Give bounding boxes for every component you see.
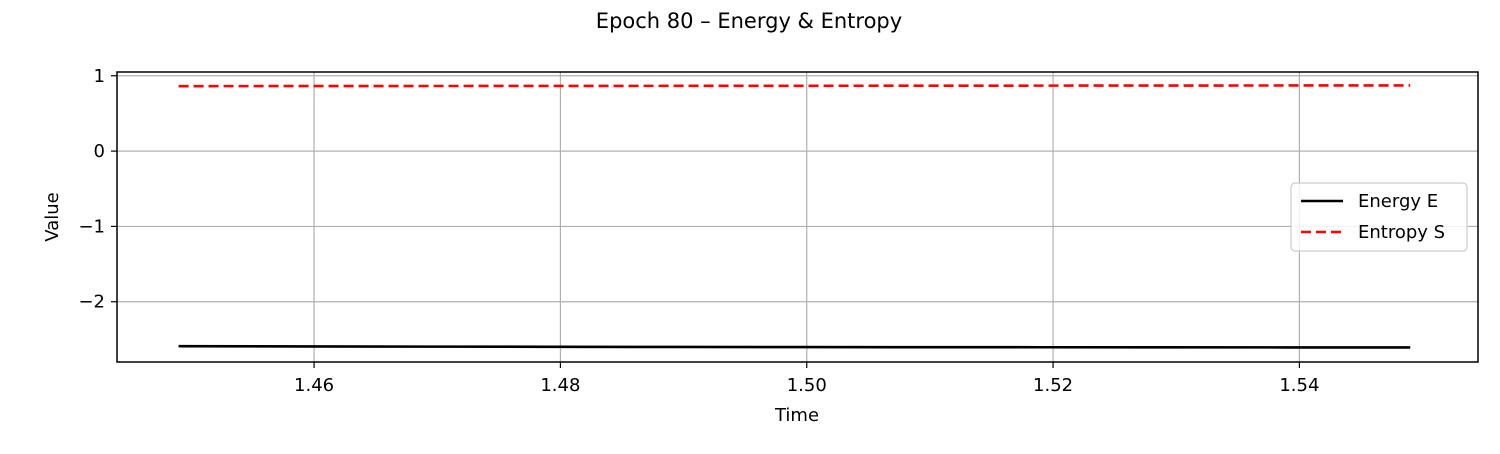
y-tick-label: 0 [94, 141, 105, 162]
x-tick-label: 1.46 [294, 375, 334, 396]
y-tick-label: −1 [78, 216, 105, 237]
y-axis-label: Value [42, 192, 63, 241]
x-tick-label: 1.52 [1033, 375, 1073, 396]
series-line-entropy-s [178, 84, 1411, 88]
x-axis-label: Time [774, 405, 819, 426]
y-tick-label: 1 [94, 66, 105, 87]
tick-layer: 1.46 1.48 1.50 1.52 1.54 1 0 −1 −2 [78, 66, 1319, 396]
x-tick-label: 1.50 [787, 375, 827, 396]
legend-label: Energy E [1358, 191, 1438, 212]
plot-frame [116, 71, 1479, 363]
legend: Energy E Entropy S [1290, 182, 1468, 252]
series-line-energy-e [178, 344, 1411, 349]
y-tick-label: −2 [78, 292, 105, 313]
grid-layer [117, 72, 1478, 362]
x-tick-label: 1.54 [1279, 375, 1319, 396]
x-tick-label: 1.48 [540, 375, 580, 396]
series-layer [178, 84, 1411, 349]
chart-title: Epoch 80 – Energy & Entropy [596, 9, 902, 33]
legend-label: Entropy S [1358, 222, 1445, 243]
